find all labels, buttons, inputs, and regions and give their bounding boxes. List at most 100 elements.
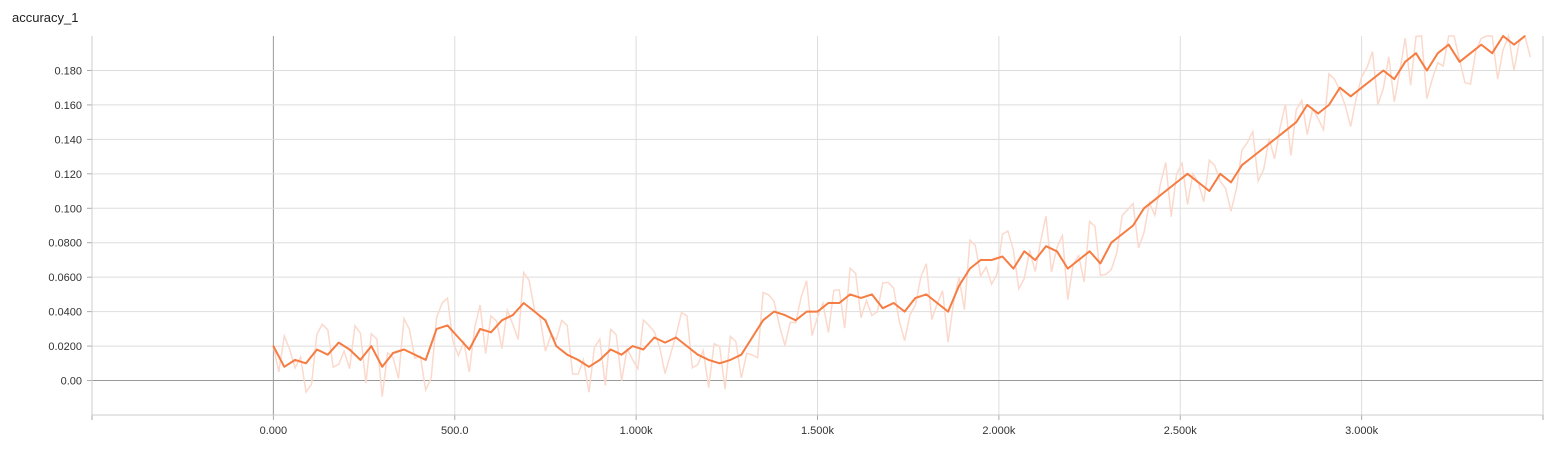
series-point (925, 293, 928, 296)
series-point (805, 310, 808, 313)
series-point (762, 319, 764, 322)
series-point (1066, 267, 1069, 270)
series-point (316, 348, 318, 351)
series-point (403, 348, 405, 351)
series-point (740, 353, 743, 356)
series-point (1208, 190, 1211, 192)
series-point (1458, 61, 1461, 63)
series-point (1404, 61, 1406, 63)
series-point (1219, 173, 1221, 175)
series-point (577, 359, 579, 361)
series-point (1513, 43, 1515, 46)
x-tick-label: 1.000k (620, 425, 654, 437)
series-point (1143, 207, 1145, 210)
series-point (1328, 104, 1330, 106)
series-point (1252, 155, 1254, 158)
series-point (1045, 245, 1047, 247)
series-point (838, 302, 841, 304)
series-point (1502, 35, 1504, 37)
series-point (1415, 52, 1417, 55)
y-tick-label: 0.00 (61, 376, 82, 388)
smoothed-series-layer (272, 35, 1526, 368)
series-point (348, 348, 351, 351)
series-point (1034, 259, 1036, 261)
axis-layer (91, 36, 1544, 416)
series-point (392, 352, 394, 354)
series-point (1262, 147, 1265, 149)
series-point (533, 310, 536, 313)
series-point (664, 341, 666, 344)
series-point (381, 365, 384, 368)
series-point (936, 302, 939, 304)
series-point (642, 348, 645, 351)
series-point (947, 310, 949, 313)
series-point (511, 314, 514, 316)
series-point (1382, 69, 1385, 72)
series-point (707, 359, 710, 361)
series-point (1001, 255, 1004, 258)
y-tick-label: 0.0600 (48, 272, 82, 284)
series-point (1284, 129, 1287, 132)
y-tick-label: 0.0800 (48, 238, 82, 250)
series-point (1175, 181, 1178, 184)
x-tick-label: 1.500k (801, 425, 835, 437)
y-tick-label: 0.140 (54, 134, 82, 146)
series-point (620, 353, 623, 356)
series-point (1110, 241, 1113, 244)
series-point (1099, 262, 1102, 265)
series-point (1164, 190, 1167, 192)
series-point (1088, 250, 1091, 253)
y-tick-label: 0.160 (54, 100, 82, 112)
series-point (1295, 121, 1298, 123)
series-point (1197, 181, 1200, 184)
series-point (294, 359, 296, 361)
y-tick-label: 0.0200 (48, 341, 82, 353)
series-point (653, 336, 656, 339)
series-point (1077, 259, 1080, 261)
series-point (1371, 78, 1374, 80)
series-point (969, 267, 971, 270)
series-point (414, 353, 416, 356)
series-point (479, 328, 481, 330)
series-point (1023, 250, 1026, 253)
series-point (881, 307, 884, 309)
y-tick-label: 0.120 (54, 169, 82, 181)
series-point (544, 319, 547, 322)
series-point (588, 365, 590, 368)
series-point (1056, 250, 1058, 253)
series-point (599, 359, 601, 361)
series-point (370, 345, 373, 347)
series-point (892, 302, 895, 304)
series-point (1186, 173, 1189, 175)
x-tick-label: 500.0 (441, 425, 469, 437)
series-point (1230, 181, 1232, 184)
series-point (675, 336, 677, 339)
tick-label-layer: 0.000 500.0 1.000k 1.500k 2.000k 2.500k 3.000k… (48, 65, 1378, 437)
series-line (272, 35, 1526, 368)
series-point (305, 362, 307, 365)
series-point (501, 319, 503, 322)
series-point (1524, 35, 1526, 37)
series-point (1360, 86, 1363, 89)
series-point (1339, 86, 1341, 89)
series-point (816, 310, 819, 313)
series-point (1012, 267, 1015, 270)
series-point (1469, 52, 1472, 55)
series-point (860, 297, 862, 299)
series-point (784, 314, 786, 316)
series-point (359, 359, 362, 361)
series-point (1306, 104, 1309, 106)
series-point (794, 319, 797, 322)
series-point (729, 359, 732, 361)
series-point (326, 353, 329, 356)
series-point (272, 345, 275, 347)
series-point (435, 328, 438, 330)
series-point (337, 341, 340, 344)
x-tick-label: 0.000 (260, 425, 288, 437)
series-point (979, 259, 982, 261)
series-point (1349, 95, 1352, 98)
series-point (457, 336, 460, 339)
series-point (1154, 198, 1156, 201)
series-point (914, 297, 917, 299)
